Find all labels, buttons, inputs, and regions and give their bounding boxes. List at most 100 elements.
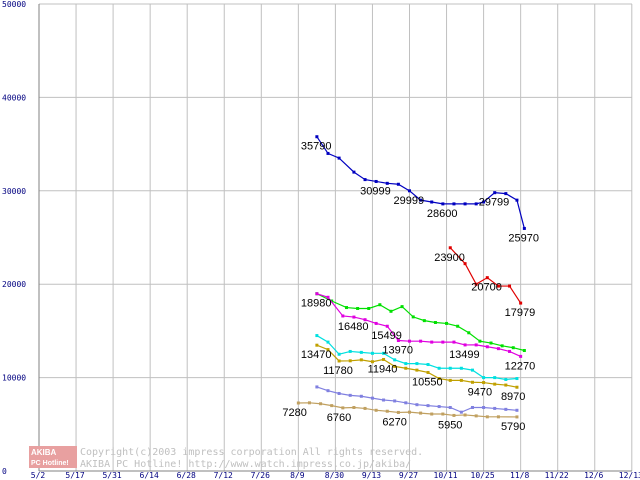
data-point [445,321,449,325]
data-point [515,408,519,412]
data-point [474,343,478,347]
data-point [408,410,411,414]
data-point [522,226,526,230]
data-point [459,410,463,414]
data-point [493,376,497,380]
data-point [482,405,486,409]
data-point [374,321,378,325]
data-label: 8970 [501,391,525,403]
x-tick-label: 11/22 [545,471,569,480]
data-point [348,393,352,397]
x-tick-label: 8/30 [325,471,344,480]
data-label: 5790 [501,421,525,433]
data-point [404,366,408,370]
data-label: 13499 [449,349,480,361]
data-point [396,410,400,414]
data-point [337,359,341,363]
data-point [463,413,467,417]
data-point [356,306,360,310]
data-point [504,377,508,381]
data-point [337,352,341,356]
data-point [504,383,508,387]
x-tick-label: 5/17 [65,471,84,480]
data-point [496,347,500,351]
data-point [411,315,415,319]
data-point [408,189,411,193]
data-point [326,340,330,344]
data-point [352,315,356,319]
data-point [426,370,430,374]
data-point [452,413,456,417]
data-point [307,401,311,405]
data-point [482,381,486,385]
data-point [504,407,508,411]
data-label: 6270 [382,416,406,428]
data-point [393,358,397,362]
data-point [352,405,356,409]
data-point [456,324,460,328]
y-tick-label: 10000 [2,374,26,383]
x-tick-label: 9/27 [399,471,418,480]
data-point [437,377,441,381]
data-point [496,415,500,419]
data-label: 11780 [323,365,353,377]
y-tick-label: 30000 [2,187,26,196]
data-point [470,380,474,384]
data-point [374,179,378,183]
data-point [393,399,397,403]
data-point [326,295,330,299]
data-point [482,376,486,380]
data-point [441,412,445,416]
x-tick-label: 6/14 [140,471,159,480]
x-tick-label: 7/12 [214,471,233,480]
data-point [330,404,334,408]
data-point [341,314,345,318]
data-point [493,406,497,410]
data-point [345,306,349,310]
x-tick-label: 5/2 [31,471,46,480]
data-point [496,284,500,288]
data-point [478,339,482,343]
data-point [463,262,467,266]
data-point [448,366,452,370]
data-point [385,324,389,328]
data-point [519,354,523,358]
watermark: AKIBA PC Hotline! Copyright(c)2003 impre… [29,446,423,470]
data-point [415,403,419,407]
data-point [348,349,352,353]
data-point [426,404,430,408]
data-label: 13470 [301,349,332,361]
data-point [419,339,423,343]
data-point [296,401,300,405]
data-point [352,170,356,174]
data-point [474,414,478,418]
data-point [370,360,374,364]
data-label: 28600 [427,208,458,220]
data-point [319,402,323,406]
data-label: 23900 [434,252,465,264]
data-label: 30999 [360,185,391,197]
site-url-line: AKIBA PC Hotline! http://www.watch.impre… [80,459,411,470]
data-label: 17979 [505,307,536,319]
data-label: 15499 [371,330,402,342]
data-point [511,346,515,350]
data-point [370,396,374,400]
data-point [367,306,371,310]
series-lines [296,135,526,419]
grid [38,3,633,472]
data-point [448,378,452,382]
data-point [363,178,367,182]
data-point [315,385,319,389]
data-point [467,331,471,335]
data-point [470,405,474,409]
data-label: 5950 [438,419,462,431]
data-point [515,385,519,389]
data-point [474,202,478,206]
x-tick-label: 9/13 [362,471,381,480]
data-point [341,406,345,410]
data-point [504,192,508,196]
data-point [326,348,330,352]
